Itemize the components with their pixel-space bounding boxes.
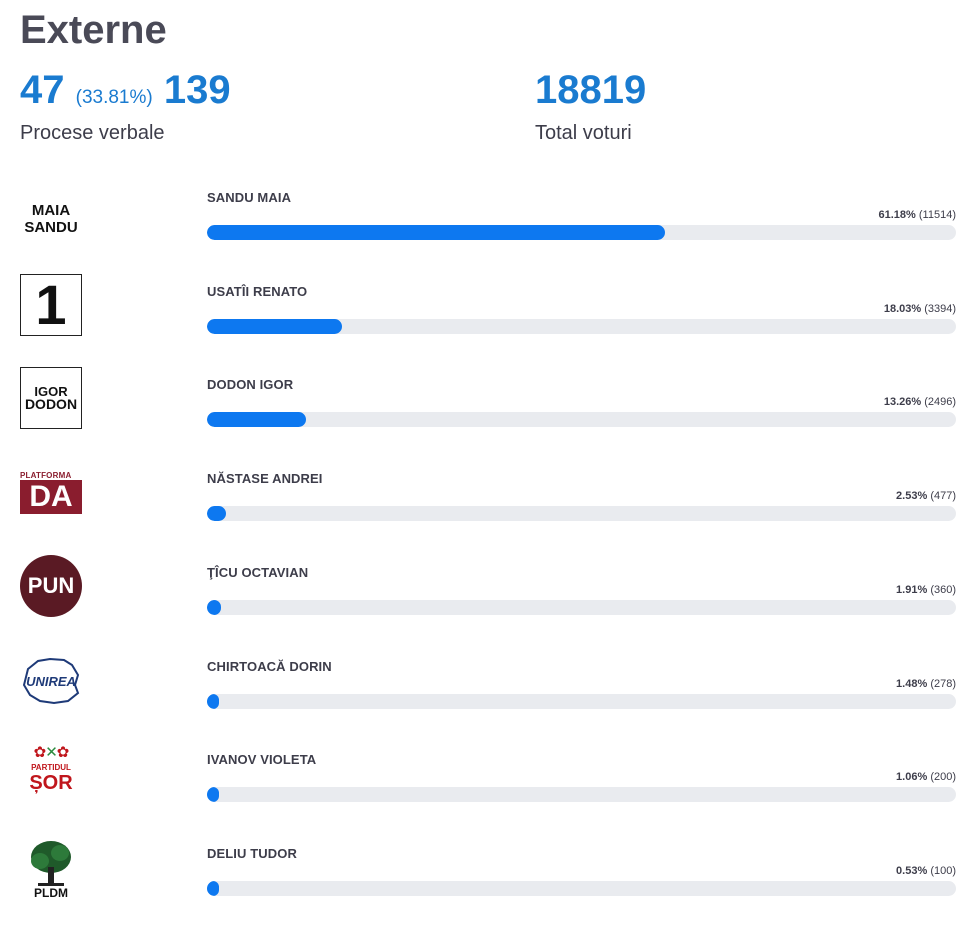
pun-logo: PUN: [20, 555, 82, 617]
processed-count: 47: [20, 68, 65, 112]
candidate-row: IGOR DODON DODON IGOR 13.26% (2496): [0, 367, 967, 460]
candidate-result: 61.18% (11514): [879, 209, 956, 221]
candidate-row: PLATFORMA DA NĂSTASE ANDREI 2.53% (477): [0, 464, 967, 554]
logo-text: PUN: [27, 573, 75, 598]
candidate-percent: 1.06%: [896, 771, 928, 783]
result-bar-fill: [207, 694, 219, 709]
candidate-name: ŢÎCU OCTAVIAN: [207, 565, 309, 580]
number-one-logo: 1: [20, 274, 82, 336]
candidate-row: PUN ŢÎCU OCTAVIAN 1.91% (360): [0, 555, 967, 648]
logo-text-line: MAIA: [31, 202, 71, 219]
logo-text-line: SANDU: [24, 219, 78, 236]
votes-label: Total voturi: [535, 122, 632, 144]
result-bar: [207, 319, 956, 334]
result-bar-fill: [207, 319, 343, 334]
result-bar: [207, 506, 956, 521]
candidate-result: 2.53% (477): [896, 490, 956, 502]
logo-text: PLDM: [34, 886, 68, 900]
candidate-name: CHIRTOACĂ DORIN: [207, 659, 332, 674]
candidate-votes: (3394): [924, 303, 956, 315]
maia-sandu-logo: MAIA SANDU: [20, 188, 82, 250]
result-bar: [207, 881, 956, 896]
processed-stat: 47 (33.81%) 139: [20, 68, 231, 113]
candidate-percent: 18.03%: [883, 303, 922, 315]
result-bar-fill: [207, 506, 226, 521]
pv-label: Procese verbale: [20, 122, 165, 144]
candidate-votes: (360): [930, 584, 956, 596]
logo-text: UNIREA: [26, 673, 76, 689]
candidate-result: 13.26% (2496): [884, 396, 956, 408]
logo-text-line: DODON: [24, 396, 78, 412]
candidate-percent: 2.53%: [896, 490, 928, 502]
tree-icon: [31, 841, 71, 886]
total-votes-count: 18819: [535, 68, 647, 112]
candidate-row: PLDM DELIU TUDOR 0.53% (100): [0, 839, 967, 929]
candidate-percent: 61.18%: [878, 209, 916, 221]
igor-dodon-logo: IGOR DODON: [20, 367, 82, 429]
candidate-name: DELIU TUDOR: [207, 846, 297, 861]
logo-text-top: PARTIDUL: [31, 763, 71, 772]
result-bar: [207, 412, 956, 427]
candidate-row: MAIA SANDU SANDU MAIA 61.18% (11514): [0, 183, 967, 273]
romania-map-outline-icon: [22, 657, 80, 705]
candidate-result: 18.03% (3394): [884, 303, 956, 315]
candidate-result: 1.91% (360): [896, 584, 956, 596]
logo-text-top: PLATFORMA: [20, 471, 72, 480]
candidate-votes: (11514): [918, 209, 956, 221]
total-pv-count: 139: [163, 68, 231, 112]
logo-text: DA: [20, 480, 82, 514]
candidate-name: IVANOV VIOLETA: [207, 752, 317, 767]
candidate-result: 0.53% (100): [896, 865, 956, 877]
processed-percent: (33.81%): [75, 87, 153, 108]
candidate-name: SANDU MAIA: [207, 190, 292, 205]
candidate-result: 1.06% (200): [896, 771, 956, 783]
result-bar: [207, 694, 956, 709]
candidate-percent: 1.48%: [896, 678, 928, 690]
partidul-sor-logo: ✿✕✿ PARTIDUL ȘOR: [20, 745, 82, 805]
candidate-percent: 1.91%: [896, 584, 928, 596]
candidate-percent: 13.26%: [883, 396, 922, 408]
logo-text-line: IGOR: [34, 384, 68, 399]
candidate-row: UNIREA CHIRTOACĂ DORIN 1.48% (278): [0, 652, 967, 742]
candidate-votes: (100): [930, 865, 956, 877]
result-bar-fill: [207, 225, 666, 240]
candidate-name: DODON IGOR: [207, 377, 294, 392]
platforma-da-logo: PLATFORMA DA: [20, 468, 82, 514]
result-bar: [207, 225, 956, 240]
candidate-votes: (2496): [924, 396, 956, 408]
candidate-votes: (200): [930, 771, 956, 783]
result-bar: [207, 600, 956, 615]
candidate-votes: (278): [930, 678, 956, 690]
candidate-row: 1 USATÎI RENATO 18.03% (3394): [0, 274, 967, 367]
result-bar-fill: [207, 600, 222, 615]
result-bar-fill: [207, 881, 219, 896]
candidate-result: 1.48% (278): [896, 678, 956, 690]
flower-ornament-icon: ✿✕✿: [33, 744, 70, 761]
logo-text: 1: [35, 273, 67, 336]
logo-text: ȘOR: [29, 772, 73, 794]
candidate-name: NĂSTASE ANDREI: [207, 471, 323, 486]
candidate-row: ✿✕✿ PARTIDUL ȘOR IVANOV VIOLETA 1.06% (2…: [0, 745, 967, 835]
unirea-logo: UNIREA: [20, 650, 82, 712]
pldm-tree-logo: PLDM: [20, 835, 82, 899]
candidate-name: USATÎI RENATO: [207, 284, 308, 299]
page-title: Externe: [20, 8, 167, 52]
result-bar: [207, 787, 956, 802]
candidate-votes: (477): [930, 490, 956, 502]
candidate-percent: 0.53%: [896, 865, 928, 877]
result-bar-fill: [207, 412, 307, 427]
result-bar-fill: [207, 787, 219, 802]
